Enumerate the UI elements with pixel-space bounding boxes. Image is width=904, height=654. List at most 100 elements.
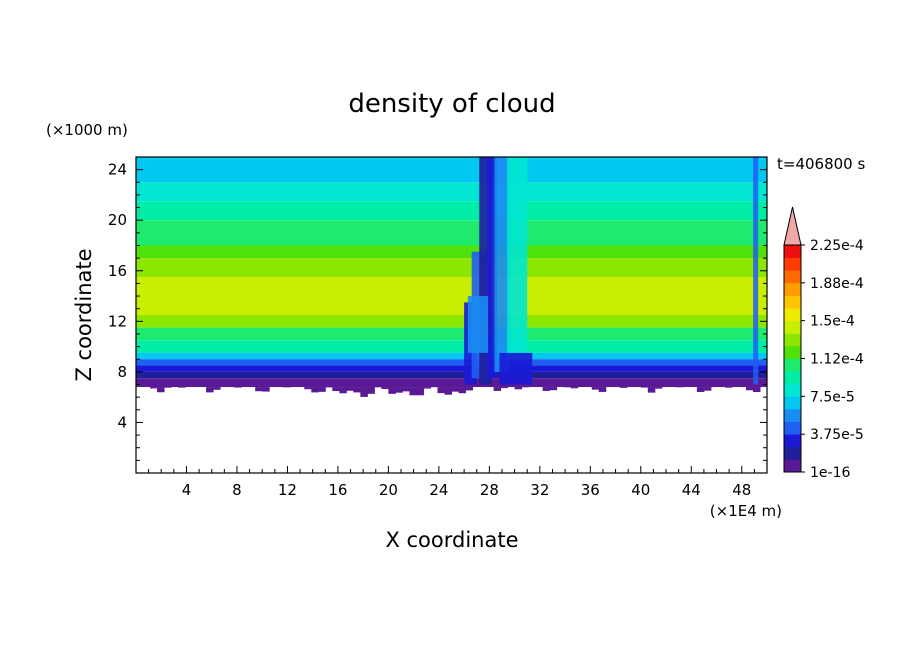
convection-column [467,296,489,353]
cloud-base-cell [395,387,403,393]
x-tick-label: 28 [480,481,499,499]
y-tick-label: 8 [117,363,127,381]
colorbar-swatch [784,421,801,435]
colorbar-tick-label: 2.25e-4 [810,238,864,254]
colorbar-swatch [784,245,801,259]
x-unit-label: (×1E4 m) [710,502,782,520]
colorbar-tick-label: 1.12e-4 [810,352,864,368]
cloud-base-cell [213,387,221,390]
cloud-base-cell [640,387,649,388]
y-tick-label: 12 [108,312,127,330]
cloud-base-cell [332,387,340,392]
cloud-base-cell [458,387,467,394]
cloud-base-cell [703,387,712,391]
cloud-base-cell [437,387,445,394]
cloud-base-cell [178,387,186,388]
density-band [136,352,767,360]
colorbar-tick-label: 7.5e-5 [810,389,855,405]
colorbar-swatch [784,320,801,334]
cloud-base-cell [444,387,452,395]
density-field [136,157,767,397]
cloud-base-cell [549,387,558,391]
y-tick-label: 24 [108,161,127,179]
density-band [136,258,767,278]
cloud-base-cell [570,387,579,389]
cloud-base-cell [542,387,551,391]
colorbar-tick-label: 3.75e-5 [810,427,864,443]
convection-column [507,157,528,360]
cloud-base-cell [360,387,368,397]
density-band [136,371,767,379]
density-band [136,340,767,353]
colorbar-tick-label: 1e-16 [810,465,850,481]
x-tick-label: 16 [328,481,347,499]
colorbar: 1e-16 3.75e-5 7.5e-5 1.12e-4 1.5e-4 1.88e-4 2.… [783,206,864,481]
density-band [136,182,767,202]
cloud-base-cell [724,387,733,388]
x-tick-label: 32 [530,481,549,499]
cloud-base-cell [423,387,431,389]
density-band [136,378,767,388]
convection-column [486,157,497,379]
colorbar-swatch [784,396,801,410]
colorbar-tick-label: 1.5e-4 [810,314,855,330]
density-band [136,220,767,246]
cloud-base-cell [598,387,607,392]
colorbar-swatch [784,282,801,296]
density-band [136,315,767,328]
convection-column [499,352,533,385]
cloud-base-cell [696,387,705,392]
cloud-base-cell [402,387,410,392]
chart-title: density of cloud [348,89,555,119]
x-tick-label: 36 [581,481,600,499]
cloud-base-cell [234,387,242,388]
density-band [136,277,767,315]
colorbar-swatch [784,345,801,359]
cloud-base-cell [318,387,326,392]
cloud-base-cell [451,387,460,392]
colorbar-swatch [784,333,801,347]
edge-feature [753,157,759,385]
x-axis-label: X coordinate [385,528,518,552]
x-tick-label: 4 [182,481,192,499]
colorbar-swatch [784,408,801,422]
colorbar-swatch [784,371,801,385]
colorbar-swatch [784,358,801,372]
colorbar-swatch [784,308,801,322]
cloud-base-cell [304,387,312,390]
cloud-base-cell [367,387,375,394]
y-tick-label: 20 [108,211,127,229]
cloud-base-cell [500,387,509,389]
colorbar-swatch [784,383,801,397]
cloud-base-cell [654,387,663,389]
cloud-base-cell [346,387,354,391]
cloud-base-cell [262,387,270,392]
cloud-base-cell [255,387,263,392]
x-tick-label: 40 [631,481,650,499]
x-tick-label: 12 [278,481,297,499]
cloud-base-cell [647,387,656,393]
colorbar-swatch [784,270,801,284]
cloud-base-cell [388,387,396,394]
x-tick-label: 24 [429,481,448,499]
colorbar-extend-arrow [783,206,802,246]
cloud-base-cell [353,387,361,393]
cloud-base-cell [465,387,474,391]
y-axis: 4 8 12 16 20 24 [108,161,767,461]
x-tick-label: 8 [232,481,242,499]
cloud-base-cell [206,387,214,393]
colorbar-swatch [784,295,801,309]
density-band [136,365,767,372]
colorbar-swatch [784,446,801,460]
x-axis: 4 8 12 16 20 24 28 32 36 40 44 48 [148,466,755,499]
colorbar-swatch [784,459,801,473]
time-label: t=406800 s [777,155,865,173]
cloud-base-cell [745,387,754,391]
y-unit-label: (×1000 m) [46,121,128,139]
x-tick-label: 44 [682,481,701,499]
density-band [136,327,767,341]
cloud-base-cell [339,387,347,394]
colorbar-tick-label: 1.88e-4 [810,276,864,292]
cloud-base-cell [311,387,319,393]
